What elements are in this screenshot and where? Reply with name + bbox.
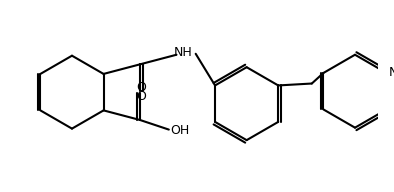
Text: NH: NH [174, 46, 193, 59]
Text: N: N [388, 65, 394, 79]
Text: O: O [136, 89, 146, 103]
Text: OH: OH [171, 124, 190, 137]
Text: O: O [136, 81, 146, 94]
